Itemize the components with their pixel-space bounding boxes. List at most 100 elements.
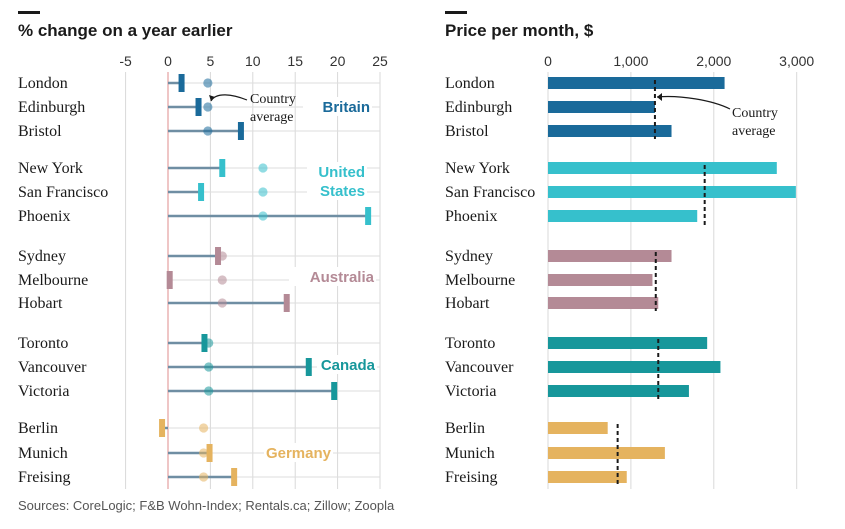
left-city-label: Phoenix [18, 208, 70, 225]
left-change-marker [178, 74, 185, 92]
right-price-bar [548, 162, 777, 174]
left-change-marker [195, 98, 202, 116]
right-price-bar [548, 210, 698, 222]
left-x-tick-label: 15 [287, 53, 303, 69]
right-price-bar [548, 422, 608, 434]
left-city-label: New York [18, 160, 83, 177]
left-change-marker [215, 247, 222, 265]
source-note: Sources: CoreLogic; F&B Wohn-Index; Rent… [18, 498, 395, 513]
left-x-tick-label: 10 [245, 53, 261, 69]
right-city-label: Hobart [445, 295, 490, 312]
right-city-label: Melbourne [445, 272, 515, 289]
left-city-label: Sydney [18, 248, 66, 265]
right-price-bar [548, 361, 721, 373]
left-change-marker [201, 334, 208, 352]
left-x-tick-label: 5 [207, 53, 215, 69]
left-change-marker [159, 419, 166, 437]
right-price-bar [548, 101, 655, 113]
left-city-label: Bristol [18, 123, 62, 140]
left-country-average-dot [199, 423, 209, 433]
right-price-bar [548, 77, 725, 89]
right-price-bar [548, 186, 796, 198]
left-city-label: Toronto [18, 335, 68, 352]
left-country-average-dot [204, 386, 214, 396]
left-change-marker [305, 358, 312, 376]
left-country-average-dot [199, 448, 209, 458]
country-label: States [320, 183, 365, 200]
right-city-label: Vancouver [445, 359, 514, 376]
right-price-bar [548, 125, 672, 137]
left-country-average-dot [217, 275, 227, 285]
left-title-bar [18, 11, 40, 14]
left-x-tick-label: -5 [119, 53, 132, 69]
left-country-average-dot [258, 187, 268, 197]
left-country-average-dot [258, 211, 268, 221]
country-label: Australia [310, 269, 375, 286]
country-label: Britain [322, 99, 370, 116]
right-x-tick-label: 0 [544, 53, 552, 69]
right-x-tick-label: 3,000 [779, 53, 814, 69]
left-country-average-dot [217, 298, 227, 308]
right-price-bar [548, 385, 689, 397]
left-annotation-leader [210, 94, 248, 102]
left-city-label: San Francisco [18, 184, 108, 201]
right-city-label: Munich [445, 445, 495, 462]
right-price-bar [548, 250, 672, 262]
country-label-backdrop [289, 267, 376, 286]
left-annotation-country: Country [250, 92, 296, 107]
left-city-label: Edinburgh [18, 99, 85, 116]
right-title-bar [445, 11, 467, 14]
right-city-label: Edinburgh [445, 99, 512, 116]
country-label-backdrop [307, 181, 367, 200]
right-annotation-arrowhead [657, 93, 662, 101]
right-city-label: San Francisco [445, 184, 535, 201]
right-city-label: Victoria [445, 383, 496, 400]
left-change-marker [283, 294, 290, 312]
right-price-bar [548, 471, 627, 483]
right-city-label: Phoenix [445, 208, 497, 225]
right-city-label: Sydney [445, 248, 493, 265]
left-city-label: Berlin [18, 420, 58, 437]
left-city-label: Vancouver [18, 359, 87, 376]
left-x-tick-label: 20 [330, 53, 346, 69]
left-change-marker [231, 468, 238, 486]
left-change-marker [331, 382, 338, 400]
right-price-bar [548, 297, 659, 309]
right-panel-title: Price per month, $ [445, 21, 594, 40]
country-label-backdrop [307, 162, 367, 181]
right-price-bar [548, 337, 708, 349]
right-city-label: London [445, 75, 495, 92]
left-city-label: Freising [18, 469, 70, 486]
right-city-label: Bristol [445, 123, 489, 140]
left-x-tick-label: 25 [372, 53, 388, 69]
country-label: Canada [321, 357, 376, 374]
left-city-label: Victoria [18, 383, 69, 400]
left-country-average-dot [203, 126, 213, 136]
left-change-marker [219, 159, 226, 177]
left-x-tick-label: 0 [164, 53, 172, 69]
left-change-marker [365, 207, 372, 225]
left-city-label: Munich [18, 445, 68, 462]
right-city-label: Freising [445, 469, 497, 486]
right-x-tick-label: 2,000 [696, 53, 731, 69]
left-country-average-dot [199, 472, 209, 482]
left-city-label: Hobart [18, 295, 63, 312]
right-annotation-country: Country [732, 106, 778, 121]
left-change-marker [206, 444, 213, 462]
right-price-bar [548, 447, 665, 459]
country-label-backdrop [317, 355, 377, 374]
left-country-average-dot [204, 362, 214, 372]
right-price-bar [548, 274, 653, 286]
left-city-label: Melbourne [18, 272, 88, 289]
right-city-label: Berlin [445, 420, 485, 437]
country-label: United [318, 164, 365, 181]
left-annotation-arrowhead [209, 95, 215, 101]
country-label: Germany [266, 445, 332, 462]
country-label-backdrop [303, 97, 372, 116]
right-city-label: New York [445, 160, 510, 177]
left-country-average-dot [258, 163, 268, 173]
left-country-average-dot [203, 102, 213, 112]
right-annotation-leader [656, 95, 731, 110]
right-city-label: Toronto [445, 335, 495, 352]
